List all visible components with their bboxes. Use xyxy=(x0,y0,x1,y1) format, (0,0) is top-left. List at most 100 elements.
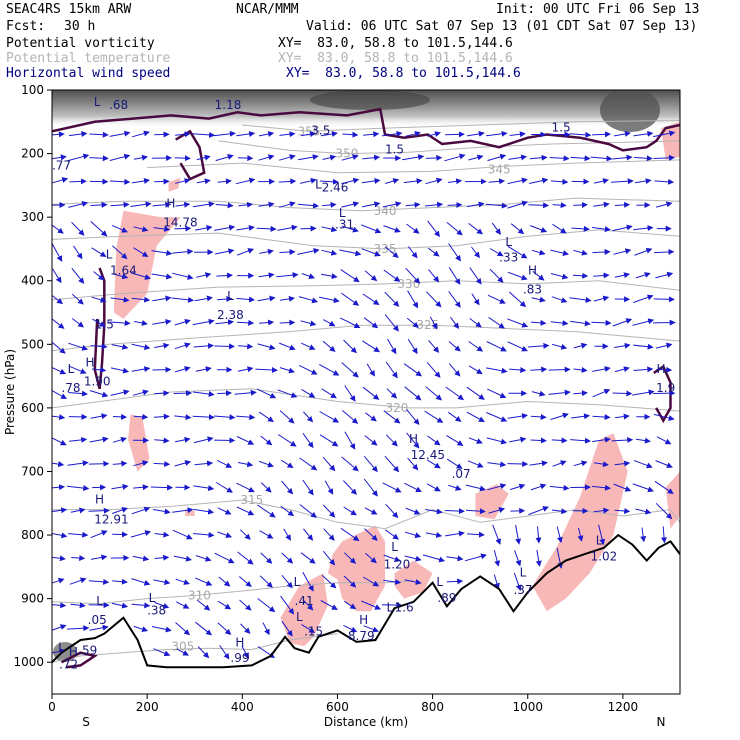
wind-vector xyxy=(384,455,400,473)
wind-vector xyxy=(612,224,633,232)
wind-vector xyxy=(633,294,654,304)
wind-vector xyxy=(238,201,253,208)
low-marker: L xyxy=(436,575,443,589)
wind-vector xyxy=(467,130,485,137)
low-marker: L xyxy=(58,640,65,654)
extremum-value-label: 1.5 xyxy=(95,317,114,331)
wind-vector xyxy=(52,484,65,491)
isentrope-label: 320 xyxy=(385,401,408,415)
wind-vector xyxy=(303,599,314,611)
wind-vector xyxy=(279,154,296,161)
wind-vector xyxy=(485,202,508,209)
wind-vector xyxy=(215,248,235,255)
pink-shaded-region xyxy=(168,177,181,192)
wind-vector xyxy=(110,201,130,208)
wind-vector xyxy=(465,484,486,492)
wind-vector xyxy=(300,131,316,138)
pv-contour-line xyxy=(175,129,206,181)
wind-vector xyxy=(216,482,233,493)
wind-vector xyxy=(301,342,316,350)
isentrope-label: 325 xyxy=(416,318,439,332)
isentrope-line xyxy=(52,229,680,250)
wind-vector xyxy=(297,247,320,255)
wind-vector xyxy=(196,178,211,185)
wind-vector xyxy=(386,388,398,399)
wind-vector xyxy=(425,531,443,538)
wind-vector xyxy=(509,367,527,373)
y-tick-label: 200 xyxy=(21,147,44,161)
wind-vector xyxy=(551,508,568,515)
wind-vector xyxy=(195,621,212,636)
wind-vector xyxy=(131,366,151,373)
wind-vector xyxy=(301,388,316,398)
wind-vector xyxy=(467,460,484,468)
extremum-value-label: 1.5 xyxy=(552,120,571,134)
wind-vector xyxy=(153,413,170,420)
wind-vector xyxy=(172,529,193,540)
wind-vector xyxy=(258,154,275,161)
wind-vector xyxy=(71,555,86,562)
wind-vector xyxy=(279,131,296,138)
wind-vector xyxy=(133,460,149,467)
wind-vector xyxy=(217,531,233,538)
wind-vector xyxy=(279,342,296,351)
wind-vector xyxy=(653,130,676,138)
low-marker: L xyxy=(520,565,527,579)
wind-vector xyxy=(590,155,613,162)
wind-vector xyxy=(341,201,360,208)
wind-vector xyxy=(426,459,441,469)
wind-vector xyxy=(515,524,522,545)
y-tick-label: 400 xyxy=(21,274,44,288)
wind-vector xyxy=(446,555,464,562)
wind-vector xyxy=(259,319,275,326)
wind-vector xyxy=(322,340,336,352)
wind-vector xyxy=(236,436,255,445)
fcst-value: 30 h xyxy=(64,19,96,34)
wind-vector xyxy=(573,201,588,208)
isentrope-label: 315 xyxy=(240,493,263,507)
high-marker: H xyxy=(86,356,95,370)
pink-shaded-region xyxy=(280,573,328,647)
x-tick-label: 200 xyxy=(136,700,159,714)
wind-vector xyxy=(131,343,151,350)
x-tick-label: 0 xyxy=(48,700,56,714)
wind-vector xyxy=(217,507,232,515)
wind-vector xyxy=(259,248,274,255)
wind-vector xyxy=(131,178,150,184)
wind-vector xyxy=(235,177,256,185)
wind-vector xyxy=(321,273,338,280)
isentrope-label: 345 xyxy=(488,162,511,176)
wind-vector xyxy=(130,201,152,208)
pink-shaded-region xyxy=(128,414,150,472)
wind-vector xyxy=(71,318,84,328)
wind-vector xyxy=(260,435,273,446)
wind-vector xyxy=(633,155,653,162)
wind-vector xyxy=(469,318,482,328)
wind-vector xyxy=(340,527,360,542)
wind-vector xyxy=(91,247,107,258)
extremum-value-label: 12.45 xyxy=(411,448,445,462)
x-tick-label: 1200 xyxy=(608,700,639,714)
wind-vector xyxy=(530,225,548,233)
y-tick-label: 700 xyxy=(21,464,44,478)
wind-vector xyxy=(90,343,108,350)
wind-vector xyxy=(466,386,485,400)
wind-vector xyxy=(466,411,485,422)
wind-vector xyxy=(89,624,109,631)
wind-vector xyxy=(427,220,441,238)
wind-vector xyxy=(407,290,419,309)
wind-vector xyxy=(255,367,278,374)
wind-vector xyxy=(404,482,422,493)
wind-vector xyxy=(340,269,360,283)
wind-vector xyxy=(237,155,254,162)
wind-vector xyxy=(468,154,484,161)
wind-vector xyxy=(300,225,317,232)
isentrope-label: 330 xyxy=(397,277,420,291)
wind-vector xyxy=(552,460,567,467)
wind-vector xyxy=(570,155,591,162)
wind-vector xyxy=(175,131,191,138)
wind-vector xyxy=(217,296,233,303)
field-pv-name: Potential vorticity xyxy=(6,36,155,51)
wind-vector xyxy=(405,130,421,137)
y-tick-label: 500 xyxy=(21,337,44,351)
